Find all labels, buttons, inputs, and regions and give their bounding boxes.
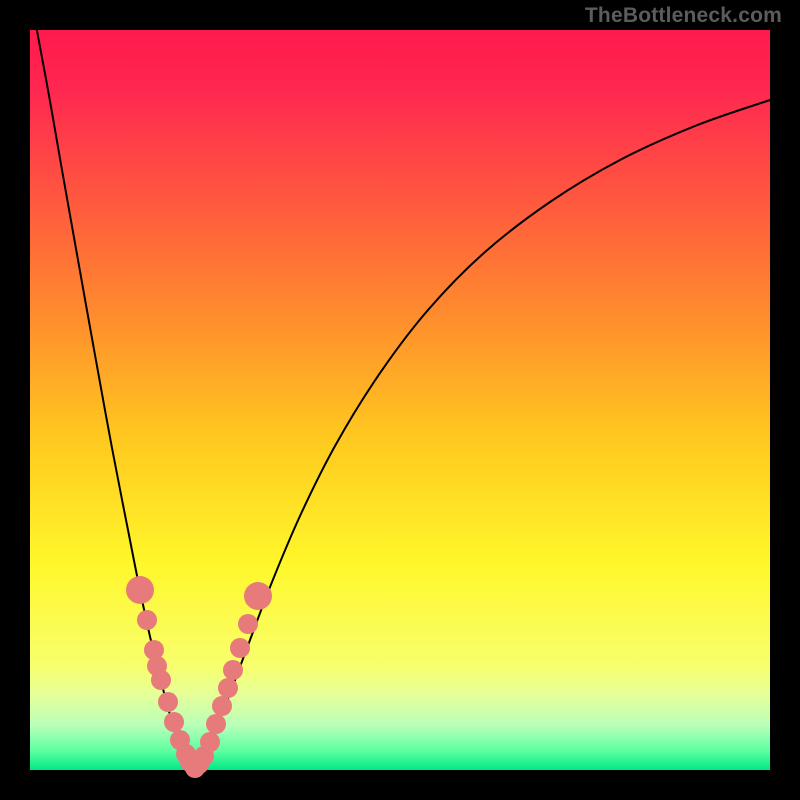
marker-dot [164,712,184,732]
marker-dot [238,614,258,634]
marker-dot [126,576,154,604]
marker-dot [244,582,272,610]
marker-dot [206,714,226,734]
marker-dot [151,670,171,690]
bottleneck-chart [0,0,800,800]
marker-dot [230,638,250,658]
marker-dot [185,758,205,778]
marker-dot [158,692,178,712]
marker-dot [212,696,232,716]
marker-dot [200,732,220,752]
marker-dot [218,678,238,698]
marker-dot [223,660,243,680]
marker-dot [137,610,157,630]
watermark-text: TheBottleneck.com [585,4,782,28]
